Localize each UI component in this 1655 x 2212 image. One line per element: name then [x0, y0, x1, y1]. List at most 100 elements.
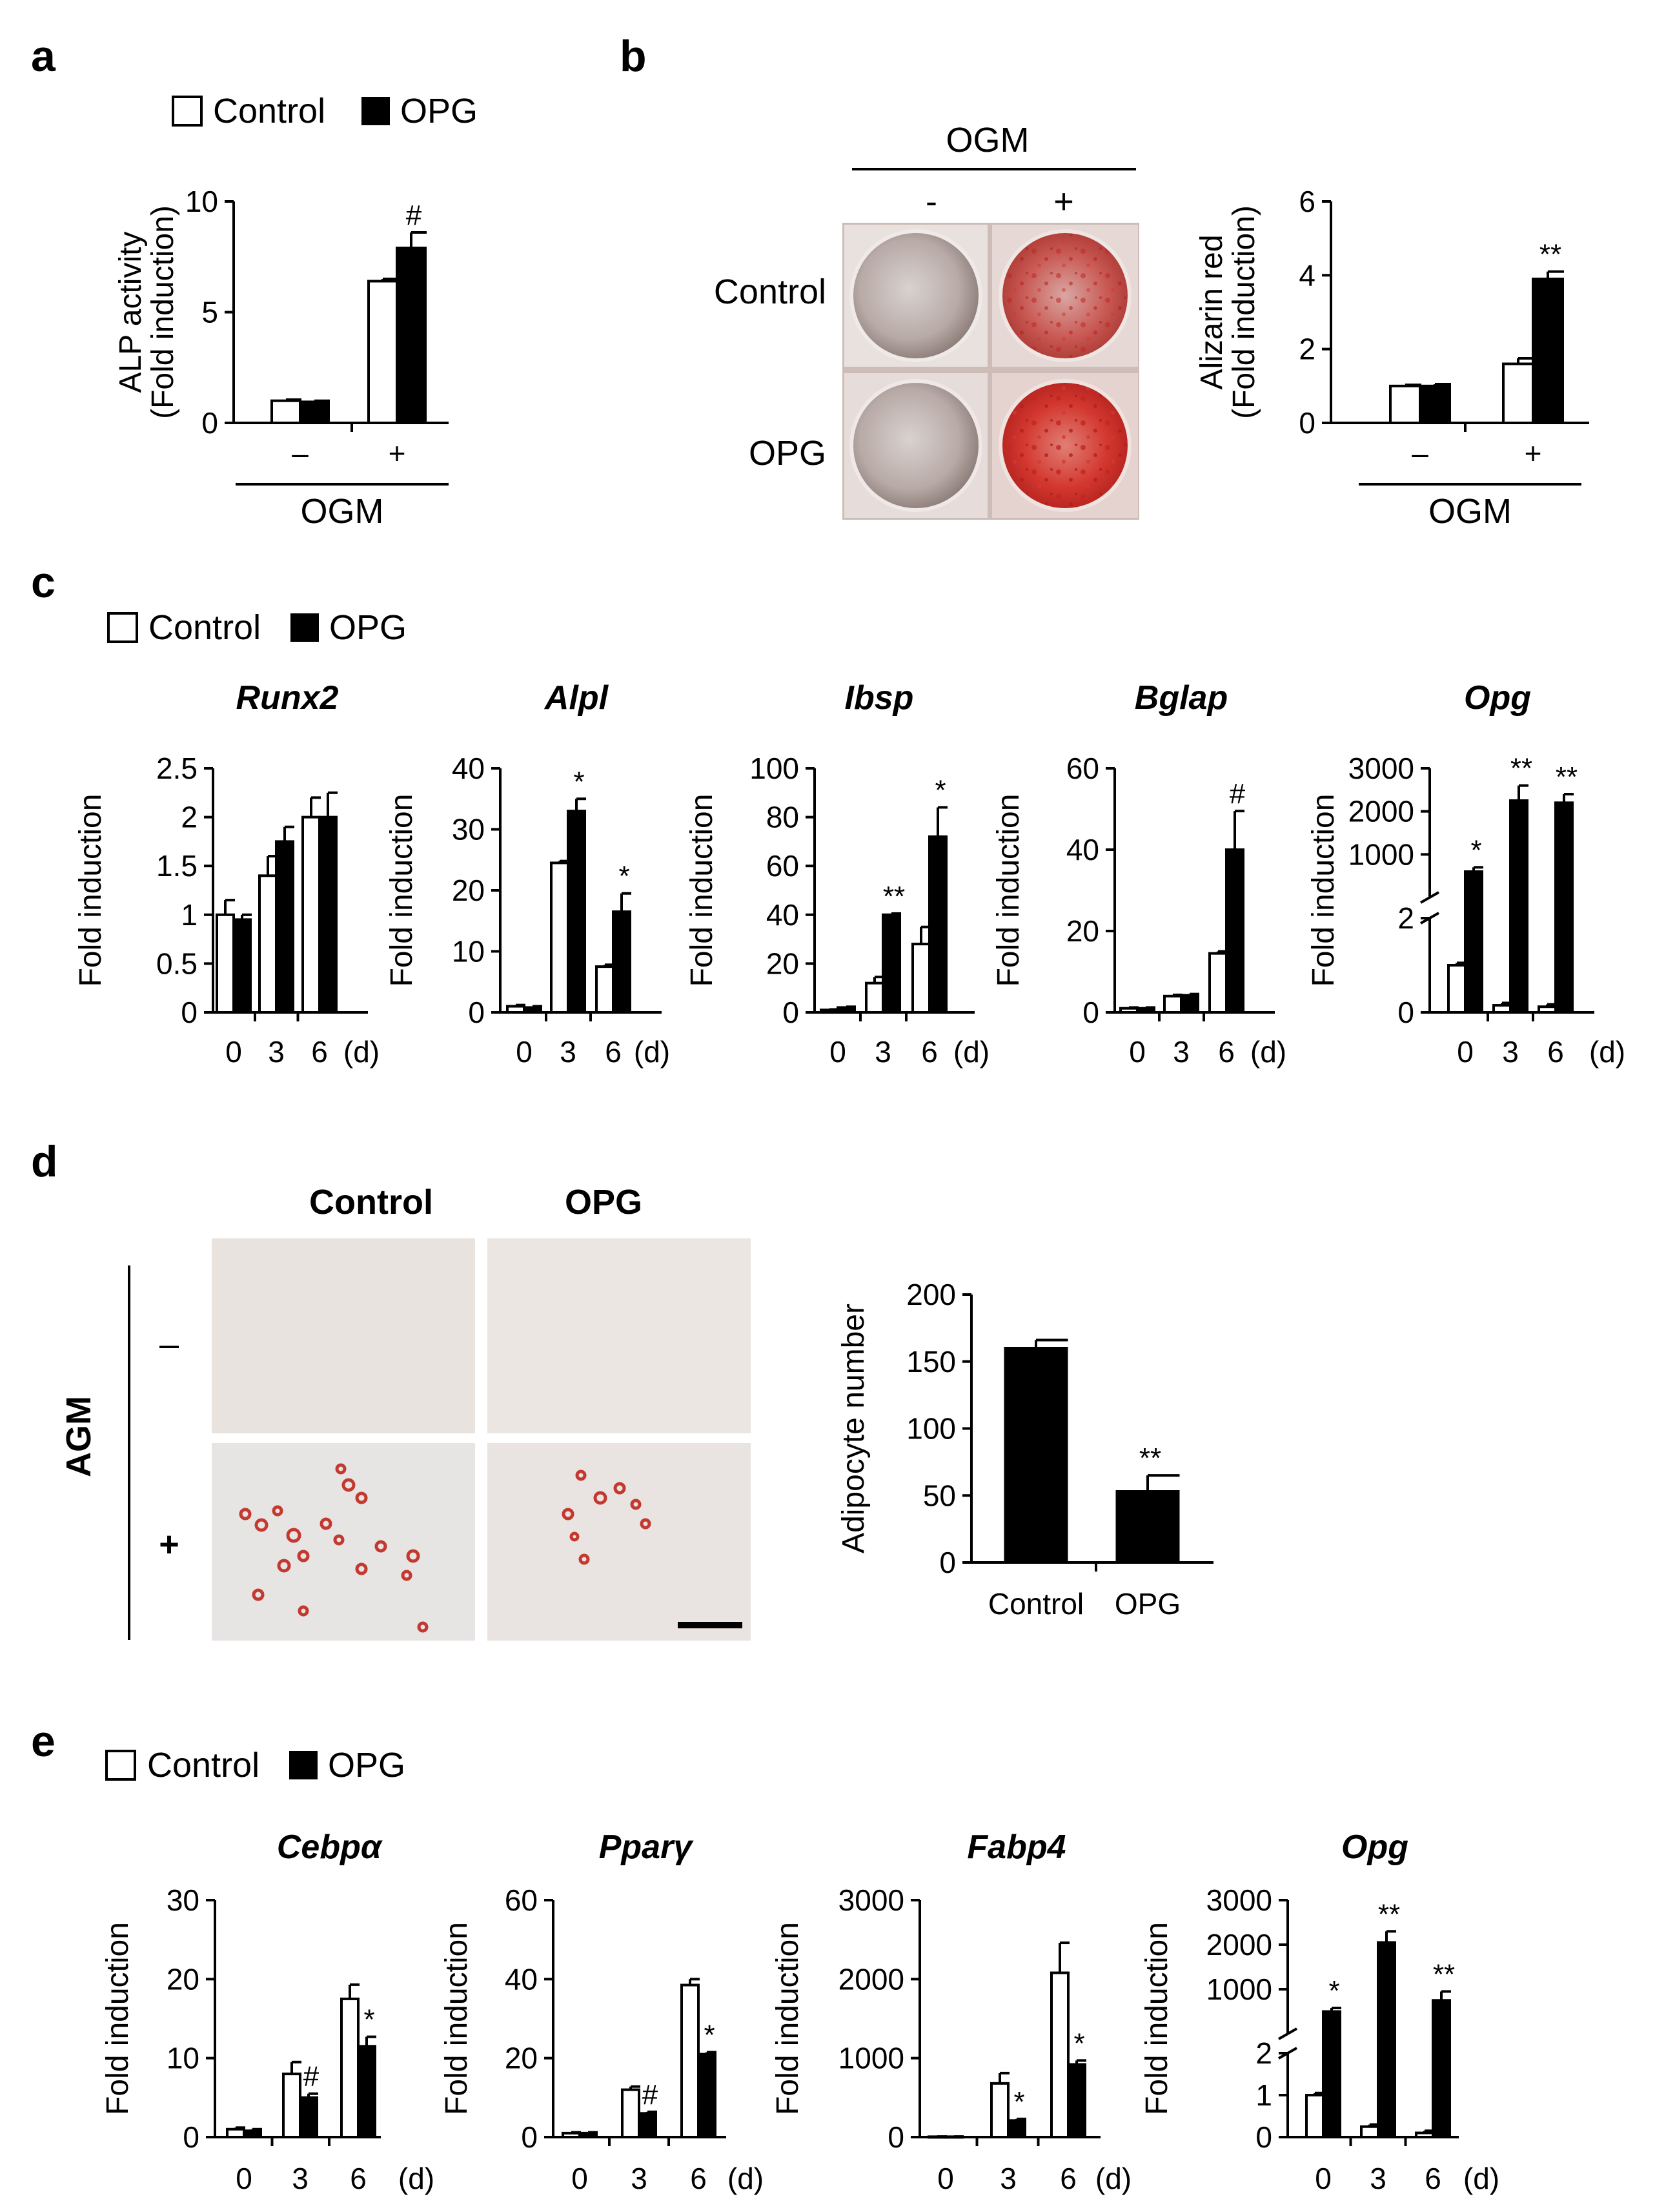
bar-control	[550, 861, 569, 1014]
bar-opg	[1225, 848, 1244, 1014]
bar-opg	[638, 2112, 657, 2139]
y-axis-title: Fold induction	[385, 794, 419, 987]
significance-marker: **	[883, 881, 905, 912]
y-tick-label: 0	[521, 2120, 538, 2154]
significance-marker: **	[1433, 1958, 1455, 1990]
significance-marker: **	[1139, 1442, 1161, 1474]
bar-control	[595, 965, 614, 1014]
y-tick-label: 40	[452, 752, 485, 785]
well-control-minus	[849, 229, 982, 362]
x-tick-label: 6	[1218, 1035, 1235, 1069]
y-axis-title-2: (Fold induction)	[146, 205, 180, 419]
significance-marker: *	[704, 2019, 715, 2051]
chart-a: ALP activity(Fold induction) 0 5 10 # – +OGM	[114, 185, 449, 531]
significance-marker: *	[1073, 2027, 1084, 2059]
y-tick-label: 200	[906, 1278, 956, 1311]
well-opg-plus-stain	[1003, 384, 1127, 507]
significance-marker: *	[1013, 2086, 1024, 2118]
bar-control	[367, 280, 398, 425]
x-tick-label: –	[292, 436, 309, 470]
chart-title: Pparγ	[599, 1828, 695, 1866]
panel-d-images: Control OPG AGM – +	[59, 1183, 751, 1641]
y-axis-title: Fold induction	[685, 794, 719, 987]
x-unit-label: (d)	[343, 1035, 380, 1069]
legend-swatch-opg	[289, 1751, 318, 1779]
legend-label-opg: OPG	[328, 1746, 405, 1785]
image-row-label-minus: –	[159, 1325, 179, 1364]
y-tick-label: 0	[468, 996, 485, 1029]
y-axis-title: Fold induction	[1140, 1922, 1174, 2115]
bar-opg	[1532, 278, 1564, 424]
chart-title: Cebpα	[277, 1828, 383, 1866]
axis-break-mark	[1278, 2027, 1297, 2040]
bar-control	[301, 815, 321, 1014]
bar-opg	[928, 835, 948, 1014]
y-tick-label: 60	[505, 1883, 538, 1917]
chart-e-fabp4: Fabp4 Fold induction 0 1000 2000 3000 * * 0 3 6 (d)	[771, 1828, 1132, 2195]
y-tick-label: 1000	[1348, 837, 1414, 871]
significance-marker: *	[1470, 834, 1481, 866]
y-axis-title: ALP activity	[114, 232, 148, 393]
x-tick-label: 6	[1060, 2162, 1077, 2195]
bar-control	[1119, 1007, 1139, 1014]
significance-marker: *	[363, 2004, 374, 2036]
y-tick-label: 0	[782, 996, 799, 1029]
x-unit-label: (d)	[1095, 2162, 1132, 2195]
x-tick-label: +	[1525, 436, 1542, 470]
x-unit-label: (d)	[1589, 1035, 1625, 1069]
significance-marker: **	[1510, 753, 1532, 784]
agm-label: AGM	[59, 1396, 98, 1477]
x-unit-label: (d)	[634, 1035, 670, 1069]
y-tick-label: 1.5	[156, 849, 198, 883]
bar-opg	[1180, 994, 1199, 1014]
y-tick-label: 0	[939, 1546, 956, 1579]
bar-opg	[357, 2045, 376, 2138]
y-axis-title: Fold induction	[771, 1922, 805, 2115]
image-opg-minus	[487, 1238, 751, 1433]
y-tick-label: 10	[452, 935, 485, 968]
y-axis-title: Fold induction	[101, 1922, 135, 2115]
y-tick-label: 3000	[1206, 1883, 1272, 1917]
y-tick-label: 0	[888, 2120, 904, 2154]
x-tick-label: 3	[1502, 1035, 1519, 1069]
bar-control	[621, 2088, 640, 2139]
x-tick-label: 6	[1425, 2162, 1441, 2195]
x-tick-label: OPG	[1115, 1587, 1181, 1621]
bar-opg	[243, 2129, 262, 2139]
bar-opg	[396, 247, 427, 424]
bar-control	[1447, 964, 1467, 1014]
significance-marker: *	[573, 766, 584, 797]
bar-control	[865, 981, 884, 1014]
significance-marker: #	[642, 2079, 658, 2111]
y-tick-label: 20	[452, 874, 485, 907]
y-tick-label: 0	[183, 2120, 199, 2154]
x-tick-label: 3	[1000, 2162, 1017, 2195]
bar-adipocyte-number	[1115, 1490, 1180, 1564]
y-tick-label: 2	[1397, 901, 1414, 935]
y-tick-label: 1	[1255, 2078, 1272, 2112]
chart-title: Opg	[1464, 679, 1531, 717]
x-tick-label: 3	[292, 2162, 309, 2195]
well-row-label-control: Control	[714, 272, 826, 311]
well-row-label-opg: OPG	[749, 434, 826, 473]
bar-opg	[318, 815, 338, 1014]
y-tick-label: 0	[1397, 996, 1414, 1029]
bar-opg	[232, 918, 252, 1014]
bar-control	[282, 2073, 301, 2138]
panel-label-a: a	[31, 32, 56, 81]
y-tick-label: 1000	[838, 2042, 904, 2075]
bar-control	[911, 943, 931, 1014]
significance-marker: *	[1328, 1975, 1339, 2007]
bar-control	[270, 399, 301, 425]
bar-control	[1163, 994, 1183, 1014]
bar-opg	[1432, 1999, 1451, 2138]
y-tick-label: 2.5	[156, 752, 198, 785]
bar-opg	[1509, 799, 1528, 1014]
y-tick-label: 0	[201, 406, 218, 440]
x-tick-label: 3	[631, 2162, 647, 2195]
y-tick-label: 100	[906, 1412, 956, 1446]
significance-marker: **	[1378, 1898, 1400, 1930]
x-tick-label: 3	[560, 1035, 576, 1069]
y-tick-label: 30	[452, 813, 485, 846]
